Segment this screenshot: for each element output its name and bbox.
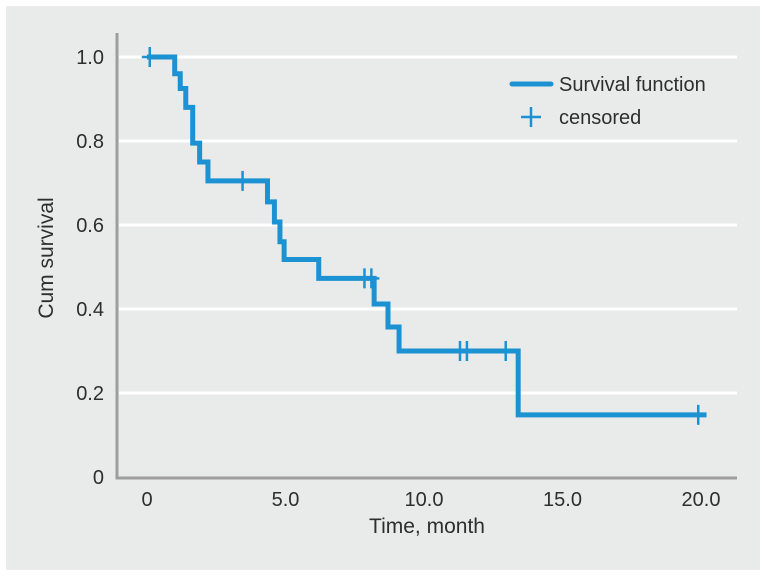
y-tick-label: 0.2 [76,383,104,405]
x-tick-label: 0 [141,489,152,511]
legend-label-censored: censored [559,107,641,129]
legend: Survival function censored [509,74,706,129]
x-tick-label: 5.0 [272,489,300,511]
y-tick-label: 1.0 [76,47,104,69]
legend-entry-censored: censored [521,107,641,129]
y-tick-label: 0.4 [76,299,104,321]
x-tick-label: 15.0 [543,489,582,511]
y-axis-title: Cum survival [35,197,58,318]
legend-label-survival-function: Survival function [559,74,706,96]
plot-area: 0 5.0 10.0 15.0 20.0 0 0.2 0.4 0.6 0.8 1.0 [76,33,737,511]
y-tick-label: 0 [93,467,104,489]
x-tick-label: 20.0 [682,489,721,511]
survival-curve [147,54,707,418]
y-tick-label: 0.8 [76,131,104,153]
y-tick-label: 0.6 [76,215,104,237]
x-axis-title: Time, month [369,515,485,538]
x-tick-label: 10.0 [405,489,444,511]
censored-plus-icon [521,107,541,127]
plot-panel [6,6,760,570]
legend-entry-survival-function: Survival function [509,74,706,96]
